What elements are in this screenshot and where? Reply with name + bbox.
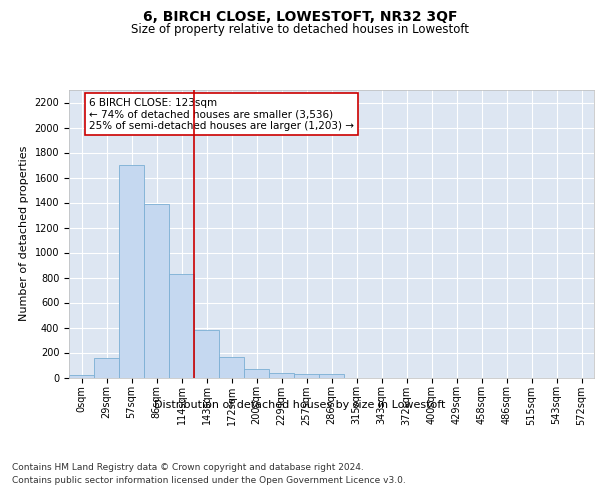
Bar [94, 358, 119, 378]
Bar [144, 204, 169, 378]
Bar [219, 357, 244, 378]
Y-axis label: Number of detached properties: Number of detached properties [19, 146, 29, 322]
Bar [119, 165, 144, 378]
Bar [194, 330, 219, 378]
Bar [169, 274, 194, 378]
Text: Contains HM Land Registry data © Crown copyright and database right 2024.: Contains HM Land Registry data © Crown c… [12, 462, 364, 471]
Text: 6, BIRCH CLOSE, LOWESTOFT, NR32 3QF: 6, BIRCH CLOSE, LOWESTOFT, NR32 3QF [143, 10, 457, 24]
Bar [294, 374, 319, 378]
Text: Distribution of detached houses by size in Lowestoft: Distribution of detached houses by size … [154, 400, 446, 410]
Bar [244, 369, 269, 378]
Bar [69, 375, 94, 378]
Text: Size of property relative to detached houses in Lowestoft: Size of property relative to detached ho… [131, 24, 469, 36]
Bar [269, 373, 294, 378]
Bar [319, 374, 344, 378]
Text: Contains public sector information licensed under the Open Government Licence v3: Contains public sector information licen… [12, 476, 406, 485]
Text: 6 BIRCH CLOSE: 123sqm
← 74% of detached houses are smaller (3,536)
25% of semi-d: 6 BIRCH CLOSE: 123sqm ← 74% of detached … [89, 98, 354, 130]
